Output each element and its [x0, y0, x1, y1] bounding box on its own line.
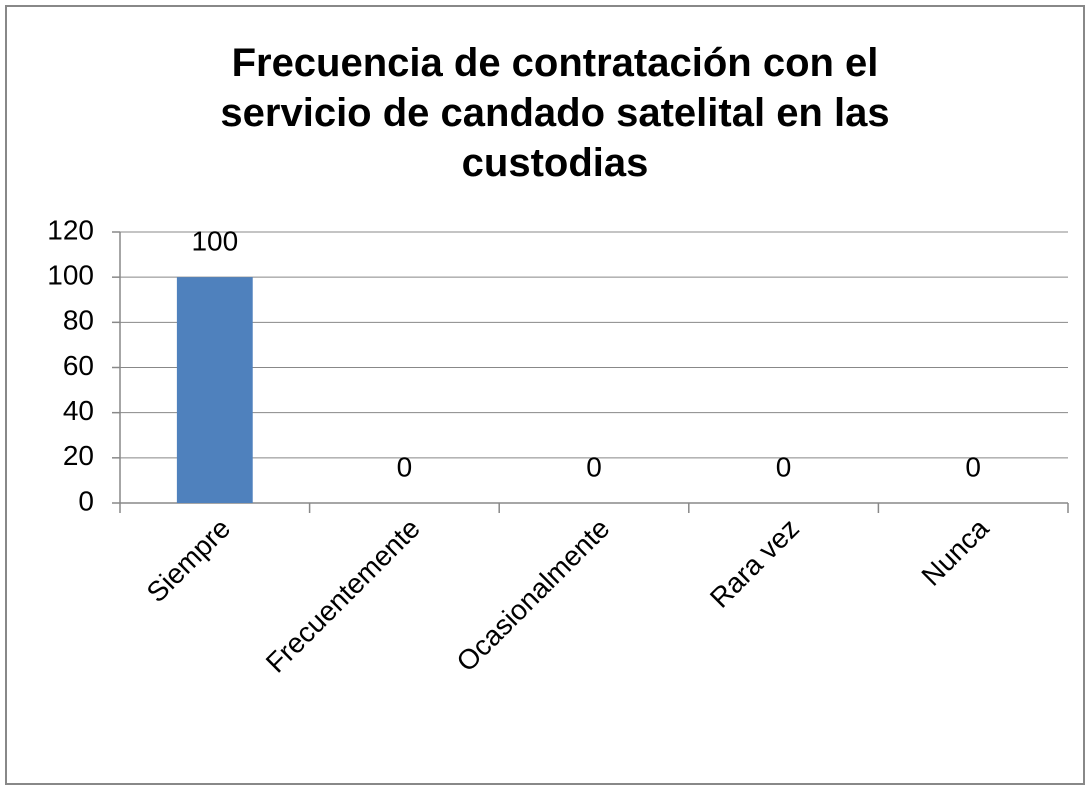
- x-tick-label: Ocasionalmente: [450, 513, 615, 678]
- data-label: 0: [397, 451, 413, 482]
- data-label: 100: [191, 226, 238, 257]
- x-tick-label: Nunca: [916, 512, 995, 591]
- chart-title: Frecuencia de contratación con el servic…: [220, 41, 890, 185]
- x-tick-label: Rara vez: [704, 513, 805, 614]
- y-tick-label: 120: [47, 214, 94, 245]
- y-tick-label: 20: [63, 440, 94, 471]
- bar: [176, 277, 253, 503]
- page: Frecuencia de contratación con el servic…: [5, 5, 1085, 785]
- y-tick-label: 60: [63, 350, 94, 381]
- y-tick-label: 80: [63, 305, 94, 336]
- chart: 0 20 40 60 80 100 120 Siempre 100 Frecuentemente 0…: [47, 214, 1069, 679]
- data-label: 0: [586, 451, 602, 482]
- data-label: 0: [965, 451, 981, 482]
- y-tick-label: 100: [47, 260, 94, 291]
- x-tick-label: Frecuentemente: [260, 513, 426, 679]
- y-tick-label: 40: [63, 395, 94, 426]
- x-tick-label: Siempre: [141, 513, 237, 609]
- y-tick-label: 0: [78, 485, 94, 516]
- data-label: 0: [776, 451, 792, 482]
